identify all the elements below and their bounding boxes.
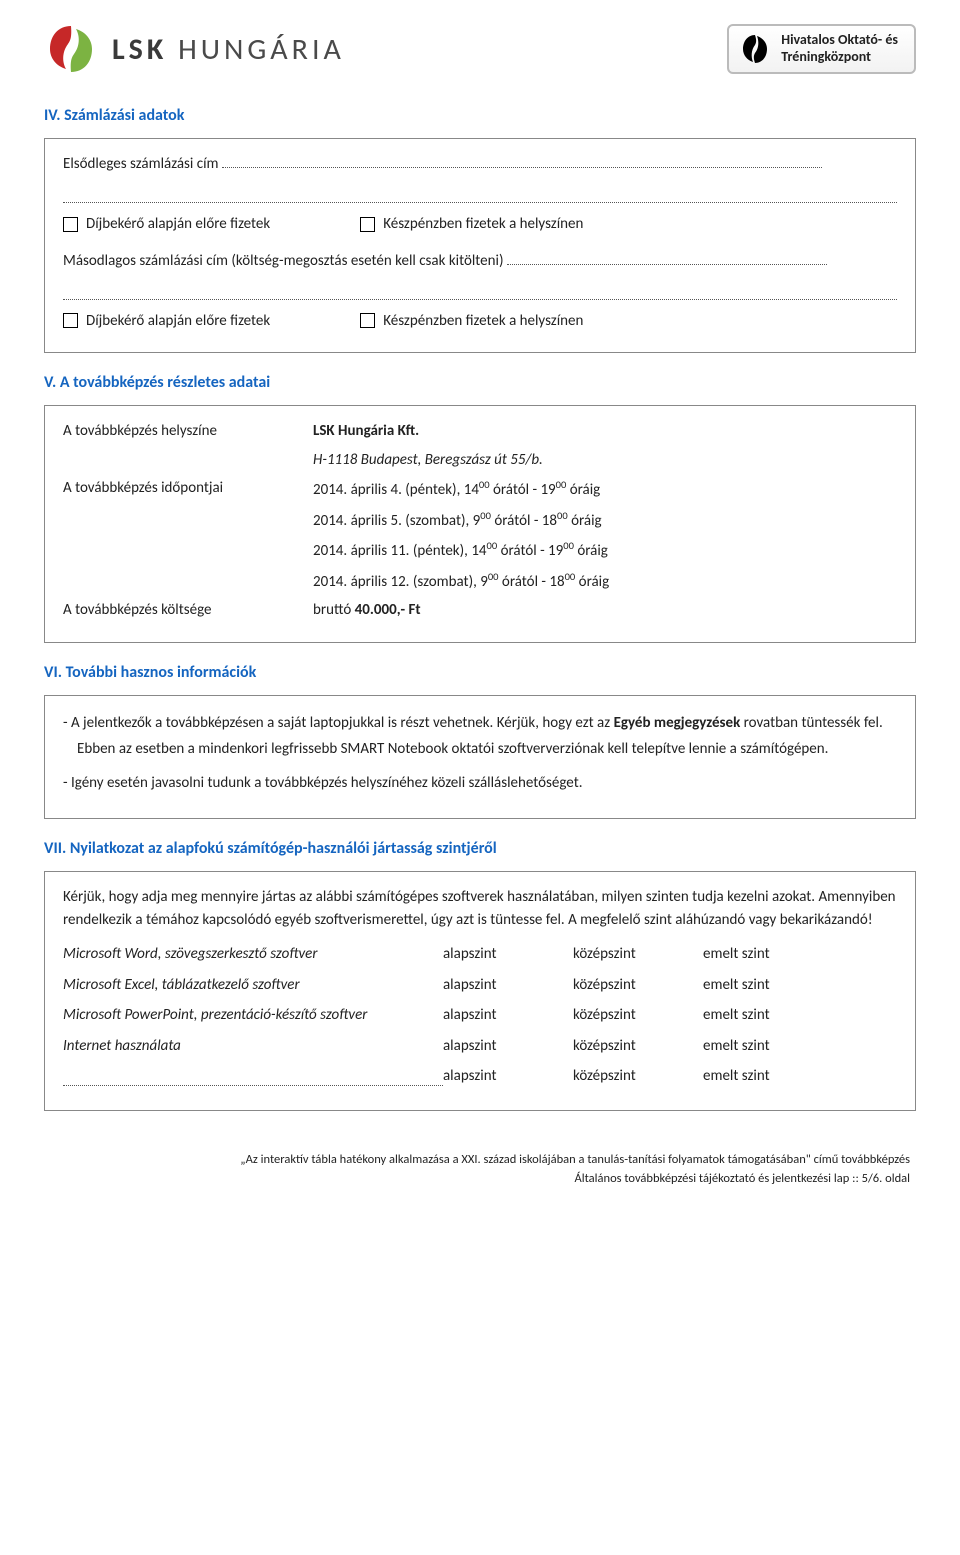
section-5-title: V. A továbbképzés részletes adatai: [44, 371, 916, 395]
logo-text-bold: LSK: [112, 31, 167, 68]
secondary-address-row: Másodlagos számlázási cím (költség-megos…: [63, 250, 897, 273]
checkbox-cash-2[interactable]: Készpénzben fizetek a helyszínen: [360, 310, 583, 333]
checkbox-prepay-1[interactable]: Díjbekérő alapján előre fizetek: [63, 213, 270, 236]
section-4-box: Elsődleges számlázási cím Díjbekérő alap…: [44, 138, 916, 353]
skill-level-basic[interactable]: alapszint: [443, 974, 573, 997]
footer-line-1: „Az interaktív tábla hatékony alkalmazás…: [44, 1151, 910, 1170]
skills-intro: Kérjük, hogy adja meg mennyire jártas az…: [63, 886, 897, 931]
skills-table: Microsoft Word, szövegszerkesztő szoftve…: [63, 943, 897, 1088]
primary-address-input[interactable]: [222, 167, 822, 168]
checkbox-prepay-2[interactable]: Díjbekérő alapján előre fizetek: [63, 310, 270, 333]
logo-text: LSK HUNGÁRIA: [112, 27, 345, 72]
badge-icon: [739, 33, 771, 65]
secondary-address-input[interactable]: [507, 264, 827, 265]
info-bullet-1: - A jelentkezők a továbbképzésen a saját…: [63, 710, 897, 763]
page-footer: „Az interaktív tábla hatékony alkalmazás…: [44, 1151, 916, 1189]
lsk-logo-icon: [44, 22, 98, 76]
checkbox-cash-1-label: Készpénzben fizetek a helyszínen: [383, 213, 583, 236]
section-6-title: VI. További hasznos információk: [44, 661, 916, 685]
skill-level-basic[interactable]: alapszint: [443, 1035, 573, 1058]
checkbox-cash-1[interactable]: Készpénzben fizetek a helyszínen: [360, 213, 583, 236]
skill-level-mid[interactable]: középszint: [573, 943, 703, 966]
section-5-box: A továbbképzés helyszíne LSK Hungária Kf…: [44, 405, 916, 643]
checkbox-prepay-1-label: Díjbekérő alapján előre fizetek: [86, 213, 270, 236]
skill-name-ppt: Microsoft PowerPoint, prezentáció-készít…: [63, 1004, 443, 1027]
skill-level-adv[interactable]: emelt szint: [703, 1035, 833, 1058]
secondary-address-label: Másodlagos számlázási cím (költség-megos…: [63, 252, 504, 270]
skill-level-mid[interactable]: középszint: [573, 1065, 703, 1088]
section-7-box: Kérjük, hogy adja meg mennyire jártas az…: [44, 871, 916, 1111]
skill-level-adv[interactable]: emelt szint: [703, 1065, 833, 1088]
skill-level-mid[interactable]: középszint: [573, 974, 703, 997]
cost-value: bruttó 40.000,- Ft: [313, 599, 897, 622]
skill-level-adv[interactable]: emelt szint: [703, 1004, 833, 1027]
skill-level-adv[interactable]: emelt szint: [703, 943, 833, 966]
badge: Hivatalos Oktató- és Tréningközpont: [727, 24, 916, 74]
skill-name-other-input[interactable]: [63, 1068, 443, 1086]
date-2: 2014. április 5. (szombat), 900 órától -…: [313, 508, 897, 533]
skill-name-internet: Internet használata: [63, 1035, 443, 1058]
section-7-title: VII. Nyilatkozat az alapfokú számítógép-…: [44, 837, 916, 861]
skill-row: alapszint középszint emelt szint: [63, 1065, 897, 1088]
info-bullet-2: - Igény esetén javasolni tudunk a tovább…: [63, 770, 897, 796]
date-4: 2014. április 12. (szombat), 900 órától …: [313, 569, 897, 594]
section-6-box: - A jelentkezők a továbbképzésen a saját…: [44, 695, 916, 820]
skill-name-excel: Microsoft Excel, táblázatkezelő szoftver: [63, 974, 443, 997]
secondary-address-input-2[interactable]: [63, 280, 897, 300]
checkbox-icon: [360, 217, 375, 232]
page-header: LSK HUNGÁRIA Hivatalos Oktató- és Trénin…: [44, 22, 916, 76]
primary-address-label: Elsődleges számlázási cím: [63, 155, 219, 173]
skill-row: Microsoft Excel, táblázatkezelő szoftver…: [63, 974, 897, 997]
cost-label: A továbbképzés költsége: [63, 599, 313, 622]
location-address: H-1118 Budapest, Beregszász út 55/b.: [313, 449, 897, 472]
checkbox-icon: [63, 217, 78, 232]
skill-level-mid[interactable]: középszint: [573, 1035, 703, 1058]
primary-payment-row: Díjbekérő alapján előre fizetek Készpénz…: [63, 213, 897, 236]
date-3: 2014. április 11. (péntek), 1400 órától …: [313, 538, 897, 563]
skill-level-mid[interactable]: középszint: [573, 1004, 703, 1027]
badge-line1: Hivatalos Oktató- és: [781, 32, 898, 49]
location-value: LSK Hungária Kft.: [313, 420, 897, 443]
footer-line-2: Általános továbbképzési tájékoztató és j…: [44, 1170, 910, 1189]
logo: LSK HUNGÁRIA: [44, 22, 345, 76]
badge-text: Hivatalos Oktató- és Tréningközpont: [781, 32, 898, 66]
skill-row: Internet használata alapszint középszint…: [63, 1035, 897, 1058]
checkbox-cash-2-label: Készpénzben fizetek a helyszínen: [383, 310, 583, 333]
checkbox-icon: [360, 313, 375, 328]
skill-row: Microsoft Word, szövegszerkesztő szoftve…: [63, 943, 897, 966]
primary-address-row: Elsődleges számlázási cím: [63, 153, 897, 176]
section-4-title: IV. Számlázási adatok: [44, 104, 916, 128]
checkbox-prepay-2-label: Díjbekérő alapján előre fizetek: [86, 310, 270, 333]
badge-line2: Tréningközpont: [781, 49, 898, 66]
logo-text-light: HUNGÁRIA: [178, 31, 345, 68]
location-label: A továbbképzés helyszíne: [63, 420, 313, 443]
primary-address-input-2[interactable]: [63, 184, 897, 204]
skill-level-basic[interactable]: alapszint: [443, 1004, 573, 1027]
skill-row: Microsoft PowerPoint, prezentáció-készít…: [63, 1004, 897, 1027]
date-1: 2014. április 4. (péntek), 1400 órától -…: [313, 477, 897, 502]
skill-level-basic[interactable]: alapszint: [443, 1065, 573, 1088]
skill-name-word: Microsoft Word, szövegszerkesztő szoftve…: [63, 943, 443, 966]
secondary-payment-row: Díjbekérő alapján előre fizetek Készpénz…: [63, 310, 897, 333]
skill-level-adv[interactable]: emelt szint: [703, 974, 833, 997]
dates-label: A továbbképzés időpontjai: [63, 477, 313, 500]
checkbox-icon: [63, 313, 78, 328]
skill-level-basic[interactable]: alapszint: [443, 943, 573, 966]
